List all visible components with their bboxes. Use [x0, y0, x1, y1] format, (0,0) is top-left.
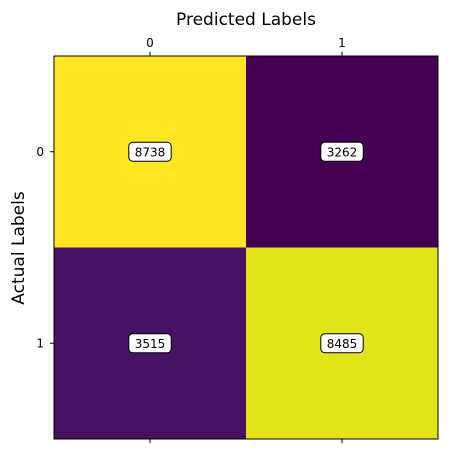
cell-value-label-1-0: 3515 [135, 337, 166, 351]
cell-value-labels: 8738 3262 3515 8485 [128, 141, 364, 354]
cell-value-label-0-0: 8738 [135, 145, 166, 159]
cell-value-label-0-1: 3262 [327, 145, 358, 159]
plot-frame [53, 55, 439, 440]
cell-label-box-1-0 [128, 333, 172, 354]
x-tick-label-1: 1 [338, 36, 346, 50]
y-tick-label-1: 1 [36, 336, 44, 350]
cell-label-box-0-0 [128, 141, 172, 162]
y-axis-title: Actual Labels [9, 191, 29, 305]
heatmap-cells [54, 56, 438, 439]
cell-value-label-1-1: 8485 [327, 337, 358, 351]
cell-label-box-0-1 [320, 141, 364, 162]
x-tick-label-0: 0 [146, 36, 154, 50]
y-axis-ticks: 01 [36, 145, 54, 350]
cell-label-box-1-1 [320, 333, 364, 354]
x-axis-title: Predicted Labels [176, 10, 316, 30]
y-tick-label-0: 0 [36, 145, 44, 159]
